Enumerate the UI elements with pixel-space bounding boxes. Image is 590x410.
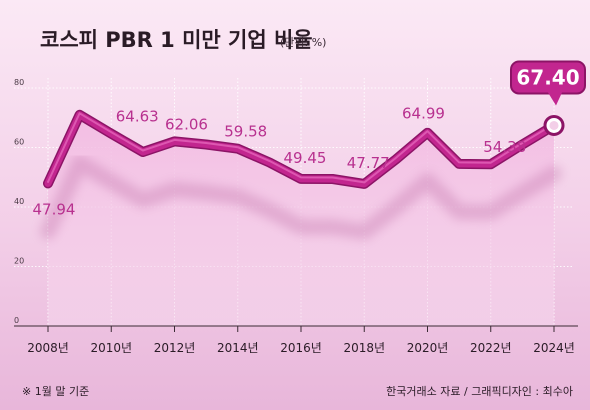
x-tick-label: 2018년	[343, 341, 385, 355]
data-labels: 47.94 64.63 62.06 59.58 49.45 47.77 64.99 54.38	[33, 105, 527, 219]
y-tick-label: 60	[14, 138, 24, 147]
callout-box	[510, 60, 586, 95]
highlight-callout: 67.40	[510, 60, 586, 136]
data-label: 59.58	[224, 123, 267, 141]
y-tick-label: 0	[14, 316, 19, 325]
x-tick-label: 2012년	[154, 341, 196, 355]
line-shadow	[40, 154, 562, 240]
data-label: 64.99	[402, 105, 445, 123]
data-label: 54.38	[483, 138, 526, 156]
data-label: 47.77	[347, 154, 390, 172]
series-line-path	[44, 111, 558, 188]
highlight-marker-inner	[549, 120, 559, 130]
data-label: 62.06	[165, 115, 208, 133]
x-tick-label: 2010년	[90, 341, 132, 355]
callout-value: 67.40	[516, 65, 579, 89]
data-label: 64.63	[116, 108, 159, 126]
chart-title: 코스피 PBR 1 미만 기업 비율	[40, 28, 313, 52]
data-label: 47.94	[33, 200, 76, 218]
x-tick-label: 2016년	[280, 341, 322, 355]
footnote: ※ 1월 말 기준	[22, 385, 89, 398]
series-line	[43, 109, 559, 189]
x-tick-label: 2014년	[217, 341, 259, 355]
callout-pointer	[548, 92, 562, 106]
line-shadow-path	[40, 154, 562, 240]
chart-unit: (단위: %)	[280, 36, 326, 49]
x-tick-label: 2024년	[533, 341, 575, 355]
source-credit: 한국거래소 자료 / 그래픽디자인 : 최수아	[386, 385, 573, 398]
y-tick-label: 80	[14, 78, 24, 87]
y-tick-label: 20	[14, 257, 24, 266]
x-tick-label: 2020년	[407, 341, 449, 355]
y-axis-ticks: 0 20 40 60 80	[14, 78, 24, 325]
data-label: 49.45	[284, 149, 327, 167]
x-tick-label: 2008년	[27, 341, 69, 355]
y-tick-label: 40	[14, 197, 24, 206]
x-axis: 2008년 2010년 2012년 2014년 2016년 2018년 2020년 2022년…	[14, 325, 578, 355]
series-line-highlight	[47, 112, 555, 184]
x-tick-label: 2022년	[470, 341, 512, 355]
